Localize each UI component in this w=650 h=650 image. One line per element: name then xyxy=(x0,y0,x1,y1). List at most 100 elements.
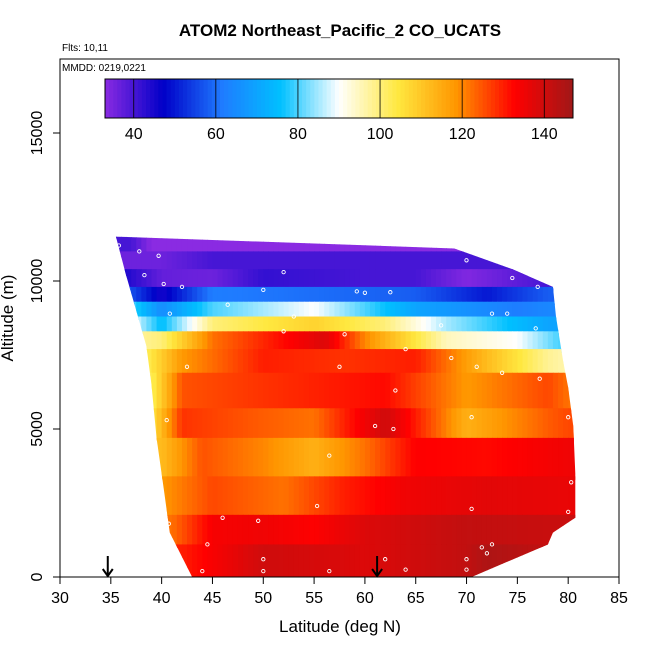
colorbar-swatch xyxy=(330,79,336,118)
heat-cell xyxy=(415,372,422,412)
heat-cell xyxy=(126,236,132,252)
colorbar-swatch xyxy=(137,79,143,118)
heat-cell xyxy=(192,331,198,353)
heat-cell xyxy=(436,316,442,335)
heat-cell xyxy=(263,251,269,276)
heat-cell xyxy=(563,316,569,335)
heat-cell xyxy=(298,544,305,577)
heat-cell xyxy=(542,251,549,276)
heat-cell xyxy=(187,269,193,291)
heat-cell xyxy=(339,301,346,321)
colorbar-swatch xyxy=(150,79,155,118)
heat-cell xyxy=(552,316,559,335)
heat-cell xyxy=(497,476,503,519)
heat-cell xyxy=(527,269,534,291)
heat-cell xyxy=(141,236,147,252)
heat-cell xyxy=(430,437,437,480)
heat-cell xyxy=(268,437,275,480)
colorbar-swatch xyxy=(133,79,139,118)
heat-cell xyxy=(126,349,132,377)
heat-cell xyxy=(136,437,142,480)
heat-cell xyxy=(425,372,432,412)
heat-cell xyxy=(547,408,554,442)
heat-cell xyxy=(283,437,290,480)
heat-cell xyxy=(115,269,122,291)
heat-cell xyxy=(476,514,483,548)
heat-cell xyxy=(471,514,478,548)
heat-cell xyxy=(227,544,234,577)
heat-cell xyxy=(171,251,178,276)
heat-cell xyxy=(405,544,412,577)
heat-cell xyxy=(380,372,386,412)
heat-cell xyxy=(563,437,569,480)
heat-cell xyxy=(451,269,457,291)
heat-cell xyxy=(212,476,219,519)
heat-cell xyxy=(369,269,376,291)
heat-cell xyxy=(339,476,346,519)
heat-cell xyxy=(253,236,259,252)
heat-cell xyxy=(176,286,183,306)
heat-cell xyxy=(151,331,158,353)
heat-cell xyxy=(161,514,168,548)
heat-cell xyxy=(400,301,407,321)
sample-point xyxy=(184,364,190,369)
heat-cell xyxy=(481,316,488,335)
heat-cell xyxy=(217,331,224,353)
heat-cell xyxy=(339,437,346,480)
heat-cell xyxy=(242,251,249,276)
heat-cell xyxy=(192,408,198,442)
heat-cell xyxy=(329,236,336,252)
heat-cell xyxy=(461,301,468,321)
heat-cell xyxy=(314,544,320,577)
heat-cell xyxy=(136,236,142,252)
heat-cell xyxy=(309,301,315,321)
heat-cell xyxy=(527,251,534,276)
heat-cell xyxy=(283,476,290,519)
heat-cell xyxy=(507,544,513,577)
colorbar-swatch xyxy=(314,79,319,118)
heat-cell xyxy=(141,476,147,519)
heat-cell xyxy=(212,544,219,577)
heat-cell xyxy=(298,372,305,412)
heat-cell xyxy=(181,251,188,276)
heat-cell xyxy=(415,301,422,321)
heat-cell xyxy=(405,408,412,442)
heat-cell xyxy=(507,286,513,306)
heat-cell xyxy=(364,301,371,321)
colorbar-swatch xyxy=(523,79,529,118)
heat-cell xyxy=(115,316,122,335)
heat-cell xyxy=(258,514,264,548)
heat-cell xyxy=(278,514,285,548)
heat-cell xyxy=(242,236,249,252)
heat-cell xyxy=(446,236,452,252)
heat-cell xyxy=(120,349,127,377)
heat-cell xyxy=(293,269,300,291)
colorbar-swatch xyxy=(297,79,303,118)
heat-cell xyxy=(303,514,310,548)
heat-cell xyxy=(563,331,569,353)
heat-cell xyxy=(491,316,498,335)
heat-cell xyxy=(131,301,137,321)
heat-cell xyxy=(405,372,412,412)
heat-cell xyxy=(101,373,107,412)
heat-cell xyxy=(303,408,310,442)
heat-cell xyxy=(461,269,468,291)
heat-cell xyxy=(349,349,356,377)
heat-cell xyxy=(237,349,244,377)
heat-cell xyxy=(507,408,513,442)
heat-cell xyxy=(202,236,208,252)
heat-cell xyxy=(502,437,508,480)
heat-cell xyxy=(349,514,356,548)
heat-cell xyxy=(242,286,249,306)
heat-cell xyxy=(364,331,371,353)
heat-cell xyxy=(187,514,193,548)
heat-cell xyxy=(242,372,249,412)
heat-cell xyxy=(573,301,576,321)
heat-cell xyxy=(171,349,178,377)
heat-cell xyxy=(359,437,366,480)
heat-cell xyxy=(491,514,498,548)
heat-cell xyxy=(303,437,310,480)
heat-cell xyxy=(380,236,386,252)
heat-cell xyxy=(288,408,295,442)
heat-cell xyxy=(390,372,396,412)
